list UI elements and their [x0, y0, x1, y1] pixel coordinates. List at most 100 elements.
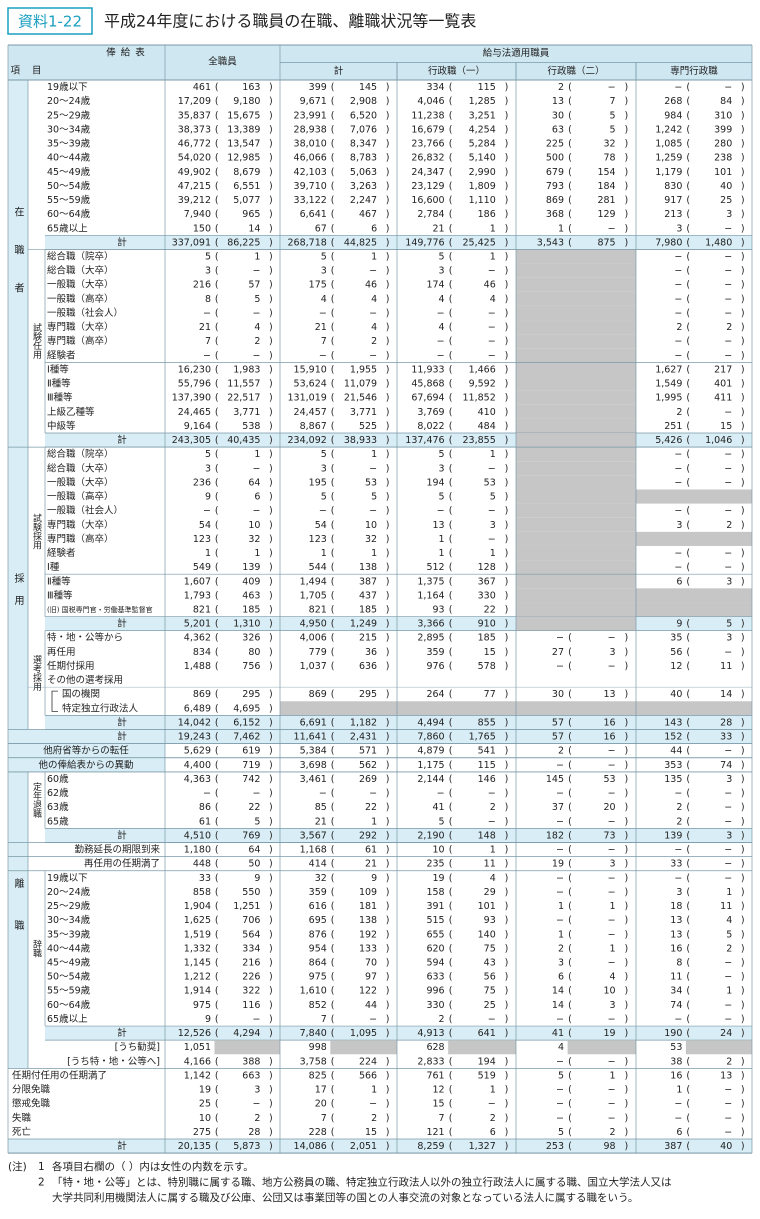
cell-total: 8 [676, 958, 682, 969]
row-label: Ⅲ種等 [47, 392, 73, 404]
bracket-open: ( [215, 633, 219, 644]
cell-total: 54 [315, 520, 327, 531]
bracket-open: ( [449, 82, 453, 93]
cell-total: 1,914 [184, 986, 211, 997]
cell-total: 57 [552, 717, 564, 728]
cell-women: 1,182 [350, 717, 377, 728]
bracket-open: ( [568, 1028, 572, 1039]
cell-women: 148 [478, 830, 496, 841]
bracket-close: ) [741, 294, 745, 305]
bracket-open: ( [686, 746, 690, 757]
bracket-close: ) [386, 576, 390, 587]
empty-cell [516, 574, 636, 589]
bracket-close: ) [505, 266, 509, 277]
cell-women: 564 [242, 929, 260, 940]
bracket-close: ) [741, 139, 745, 150]
bracket-open: ( [331, 322, 335, 333]
cell-women: 25,425 [463, 237, 496, 248]
bracket-open: ( [331, 1028, 335, 1039]
cell-women: 322 [242, 986, 260, 997]
bracket-open: ( [331, 82, 335, 93]
cell-women: − [724, 266, 732, 277]
bracket-close: ) [625, 802, 629, 813]
bracket-open: ( [215, 605, 219, 616]
bracket-open: ( [449, 845, 453, 856]
bracket-open: ( [215, 139, 219, 150]
bracket-open: ( [449, 153, 453, 164]
bracket-open: ( [331, 1056, 335, 1067]
empty-cell [516, 418, 636, 433]
cell-women: 13,547 [227, 139, 260, 150]
cell-women: 101 [714, 167, 732, 178]
cell-women: − [724, 958, 732, 969]
cell-total: 85 [315, 802, 327, 813]
bracket-open: ( [215, 816, 219, 827]
cell-women: − [608, 82, 616, 93]
bracket-open: ( [331, 929, 335, 940]
cell-total: 235 [426, 859, 444, 870]
cell-total: 74 [670, 1000, 682, 1011]
total-row-bg [45, 616, 752, 631]
bracket-close: ) [269, 209, 273, 220]
bracket-open: ( [449, 633, 453, 644]
bracket-close: ) [505, 958, 509, 969]
bracket-open: ( [331, 859, 335, 870]
bracket-close: ) [269, 506, 273, 517]
cell-women: 855 [478, 717, 496, 728]
cell-women: 9,180 [233, 96, 260, 107]
cell-total: − [556, 788, 564, 799]
row-label: 55〜59歳 [47, 194, 91, 206]
bracket-close: ) [269, 633, 273, 644]
cell-women: 467 [359, 209, 377, 220]
bracket-open: ( [449, 816, 453, 827]
bracket-open: ( [331, 760, 335, 771]
cell-women: 1,983 [233, 364, 260, 375]
bracket-open: ( [568, 986, 572, 997]
bracket-close: ) [269, 336, 273, 347]
cell-women: − [724, 562, 732, 573]
cell-total: 24,457 [294, 407, 327, 418]
bracket-close: ) [741, 873, 745, 884]
bracket-close: ) [386, 195, 390, 206]
cell-women: 13 [720, 1070, 732, 1081]
cell-total: 16 [670, 1070, 682, 1081]
bracket-open: ( [331, 110, 335, 121]
bracket-open: ( [686, 139, 690, 150]
cell-women: 1 [610, 1070, 616, 1081]
cell-total: 174 [426, 280, 444, 291]
cell-women: − [724, 845, 732, 856]
cell-total: − [674, 873, 682, 884]
empty-cell [516, 390, 636, 405]
cell-total: 139 [664, 830, 682, 841]
bracket-close: ) [505, 746, 509, 757]
cell-total: − [674, 463, 682, 474]
cell-women: − [724, 746, 732, 757]
bracket-open: ( [449, 548, 453, 559]
cell-women: 9,592 [469, 379, 496, 390]
bracket-close: ) [269, 393, 273, 404]
cell-total: 3,567 [300, 830, 327, 841]
cell-total: 14 [552, 986, 564, 997]
bracket-close: ) [505, 1000, 509, 1011]
cell-total: 6 [676, 576, 682, 587]
bracket-open: ( [568, 633, 572, 644]
bracket-close: ) [386, 562, 390, 573]
row-label: 総合職（大卒） [47, 462, 114, 474]
cell-total: 6 [676, 1127, 682, 1138]
bracket-open: ( [331, 972, 335, 983]
cell-total: 8,867 [300, 421, 327, 432]
bracket-open: ( [215, 153, 219, 164]
row-label: 40〜44歳 [47, 152, 91, 164]
cell-total: 1 [558, 929, 564, 940]
cell-total: 2 [558, 746, 564, 757]
bracket-open: ( [686, 364, 690, 375]
bracket-close: ) [625, 82, 629, 93]
empty-cell [516, 616, 636, 631]
header-cell: 行政職（二） [547, 65, 604, 77]
bracket-open: ( [215, 760, 219, 771]
bracket-open: ( [215, 421, 219, 432]
bracket-open: ( [686, 252, 690, 263]
empty-cell [567, 1040, 636, 1055]
cell-women: 326 [242, 633, 260, 644]
cell-total: 4,166 [184, 1056, 211, 1067]
